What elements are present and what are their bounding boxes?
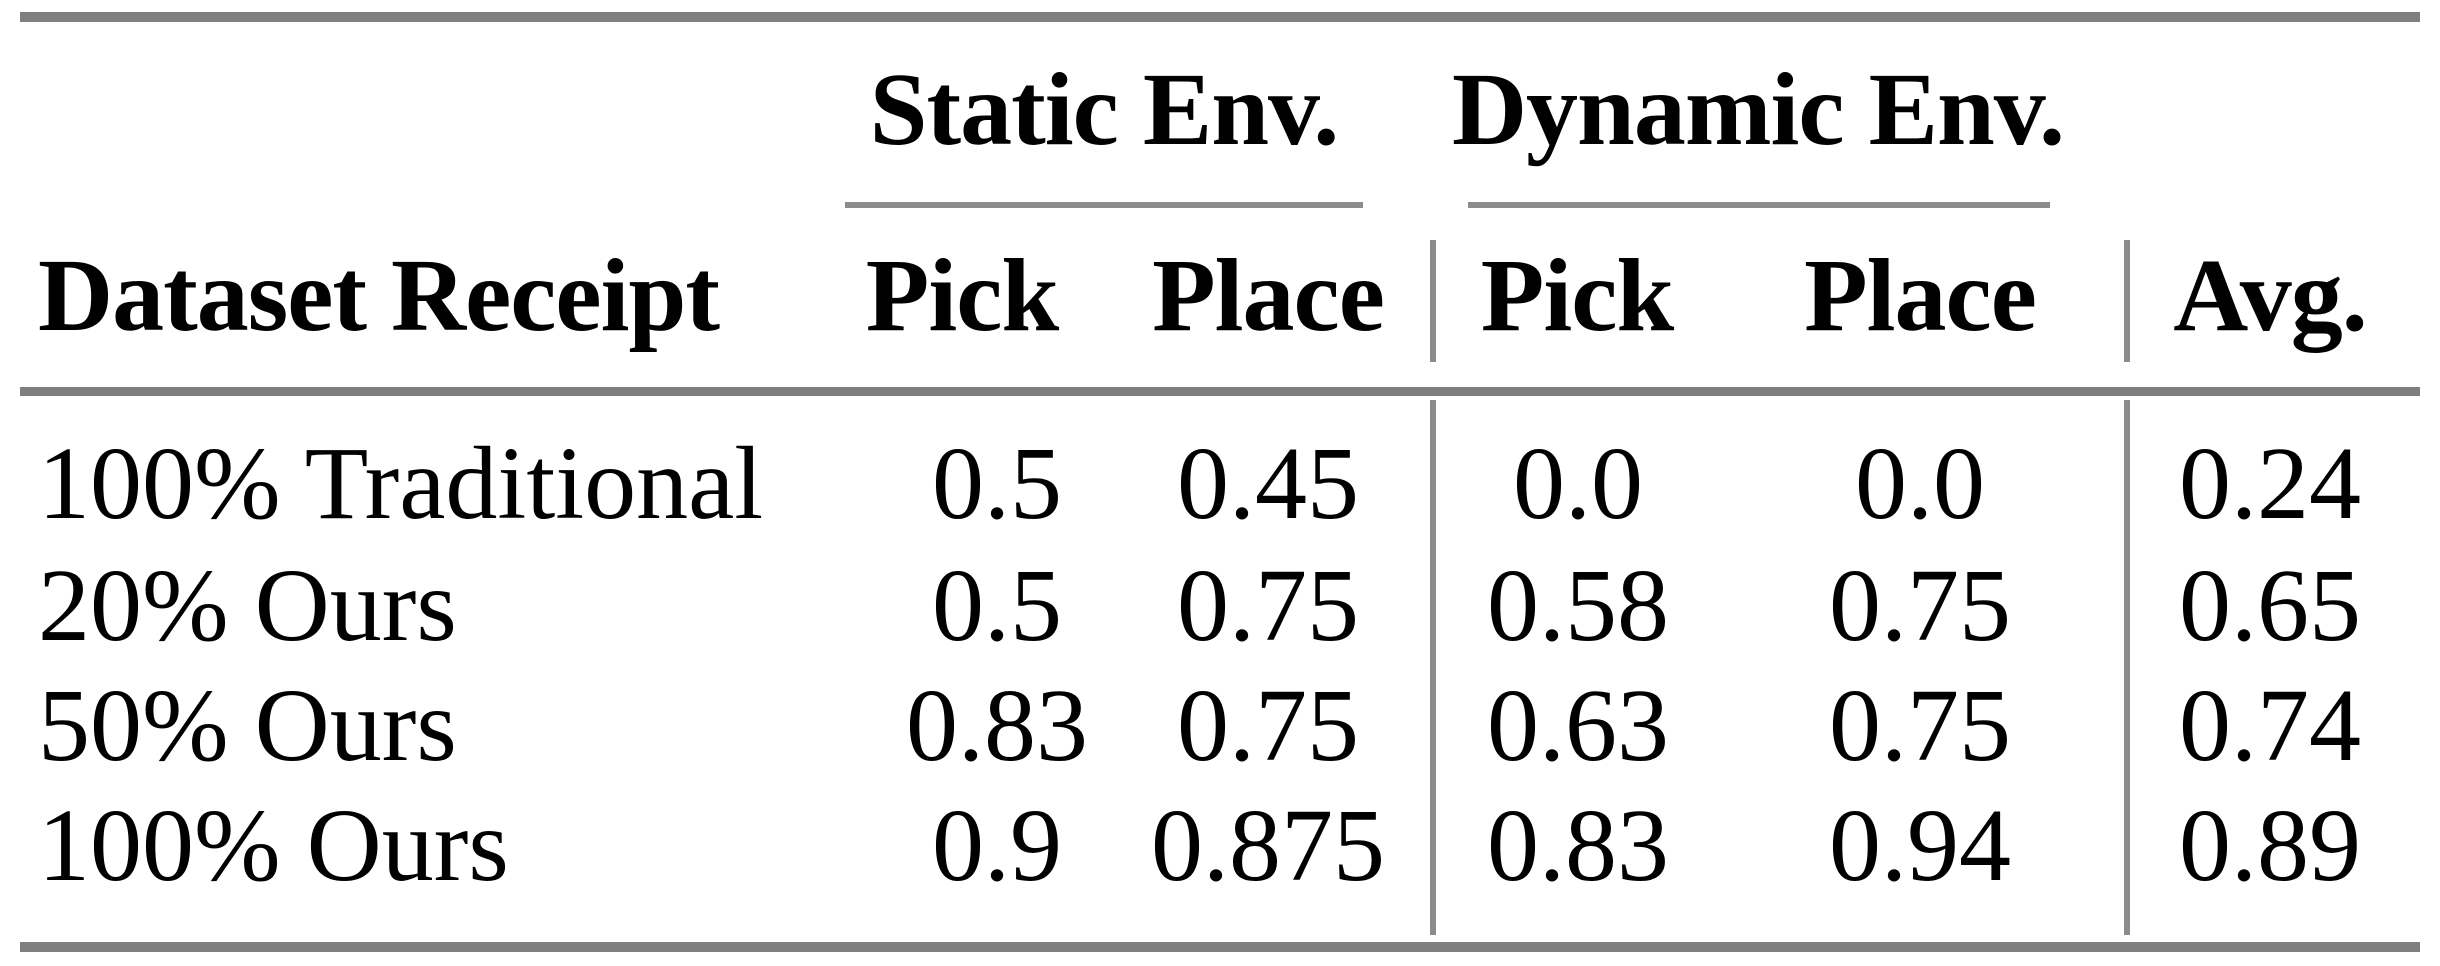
row-label: 100% Traditional (38, 426, 764, 541)
cell-static-pick: 0.5 (932, 426, 1062, 541)
header-bottom-rule (20, 387, 2420, 396)
cell-static-place: 0.45 (1177, 426, 1359, 541)
cell-dynamic-place: 0.75 (1829, 668, 2011, 783)
cell-static-place: 0.875 (1151, 788, 1385, 903)
row-label: 100% Ours (38, 788, 509, 903)
col-header-pick-dynamic: Pick (1480, 238, 1674, 353)
row-label: 20% Ours (38, 548, 457, 663)
cell-static-pick: 0.83 (906, 668, 1088, 783)
col-header-place-static: Place (1152, 238, 1385, 353)
vertical-rule-1-header (1430, 240, 1436, 362)
cell-avg: 0.24 (2179, 426, 2361, 541)
cell-avg: 0.89 (2179, 788, 2361, 903)
cell-dynamic-pick: 0.0 (1513, 426, 1643, 541)
cmidrule-static (845, 202, 1363, 208)
cell-static-pick: 0.9 (932, 788, 1062, 903)
col-header-dataset-receipt: Dataset Receipt (38, 238, 720, 353)
table-row: 50% Ours 0.83 0.75 0.63 0.75 0.74 (0, 674, 2440, 794)
cell-static-place: 0.75 (1177, 668, 1359, 783)
table-row: 100% Traditional 0.5 0.45 0.0 0.0 0.24 (0, 432, 2440, 552)
cell-avg: 0.74 (2179, 668, 2361, 783)
cell-static-pick: 0.5 (932, 548, 1062, 663)
table-row: 100% Ours 0.9 0.875 0.83 0.94 0.89 (0, 794, 2440, 914)
vertical-rule-2-header (2124, 240, 2130, 362)
cell-dynamic-place: 0.94 (1829, 788, 2011, 903)
group-header-dynamic-env: Dynamic Env. (1451, 52, 2065, 167)
vertical-rule-2-body (2124, 400, 2130, 935)
cmidrule-dynamic (1468, 202, 2050, 208)
vertical-rule-1-body (1430, 400, 1436, 935)
table-row: 20% Ours 0.5 0.75 0.58 0.75 0.65 (0, 554, 2440, 674)
cell-avg: 0.65 (2179, 548, 2361, 663)
cell-dynamic-place: 0.0 (1855, 426, 1985, 541)
bottom-rule (20, 942, 2420, 952)
cell-dynamic-place: 0.75 (1829, 548, 2011, 663)
group-header-static-env: Static Env. (869, 52, 1340, 167)
col-header-pick-static: Pick (865, 238, 1059, 353)
cell-dynamic-pick: 0.83 (1487, 788, 1669, 903)
cell-static-place: 0.75 (1177, 548, 1359, 663)
cell-dynamic-pick: 0.58 (1487, 548, 1669, 663)
col-header-place-dynamic: Place (1804, 238, 2037, 353)
top-rule (20, 12, 2420, 22)
col-header-avg: Avg. (2173, 238, 2367, 353)
row-label: 50% Ours (38, 668, 457, 783)
cell-dynamic-pick: 0.63 (1487, 668, 1669, 783)
